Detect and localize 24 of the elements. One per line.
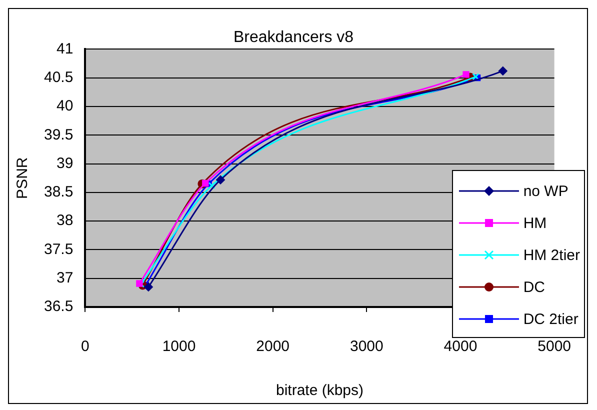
y-tick-label: 38 bbox=[56, 212, 74, 230]
x-tick-label: 1000 bbox=[162, 338, 196, 356]
x-tick-label: 2000 bbox=[256, 338, 290, 356]
chart-title: Breakdancers v8 bbox=[233, 29, 354, 46]
x-tick-label: 3000 bbox=[350, 338, 384, 356]
y-tick-label: 37.5 bbox=[44, 240, 74, 258]
y-tick-label: 40 bbox=[56, 98, 74, 115]
legend-label: HM bbox=[523, 214, 547, 232]
y-axis-title: PSNR bbox=[14, 157, 32, 199]
legend-label: DC bbox=[523, 278, 545, 296]
y-tick-label: 39.5 bbox=[44, 126, 74, 144]
y-tick-label: 39 bbox=[56, 154, 74, 172]
x-tick-label: 0 bbox=[81, 338, 90, 356]
x-axis-title: bitrate (kbps) bbox=[276, 382, 364, 400]
x-tick-label: 5000 bbox=[538, 338, 572, 356]
x-tick-label: 4000 bbox=[444, 338, 478, 356]
y-tick-label: 41 bbox=[56, 40, 74, 58]
y-tick-label: 37 bbox=[56, 269, 74, 286]
y-tick-label: 38.5 bbox=[44, 184, 74, 201]
y-tick-label: 40.5 bbox=[44, 68, 74, 86]
y-tick-label: 36.5 bbox=[44, 298, 74, 316]
legend-label: HM 2tier bbox=[523, 246, 580, 264]
legend-label: no WP bbox=[523, 182, 568, 200]
legend-label: DC 2tier bbox=[523, 310, 578, 328]
